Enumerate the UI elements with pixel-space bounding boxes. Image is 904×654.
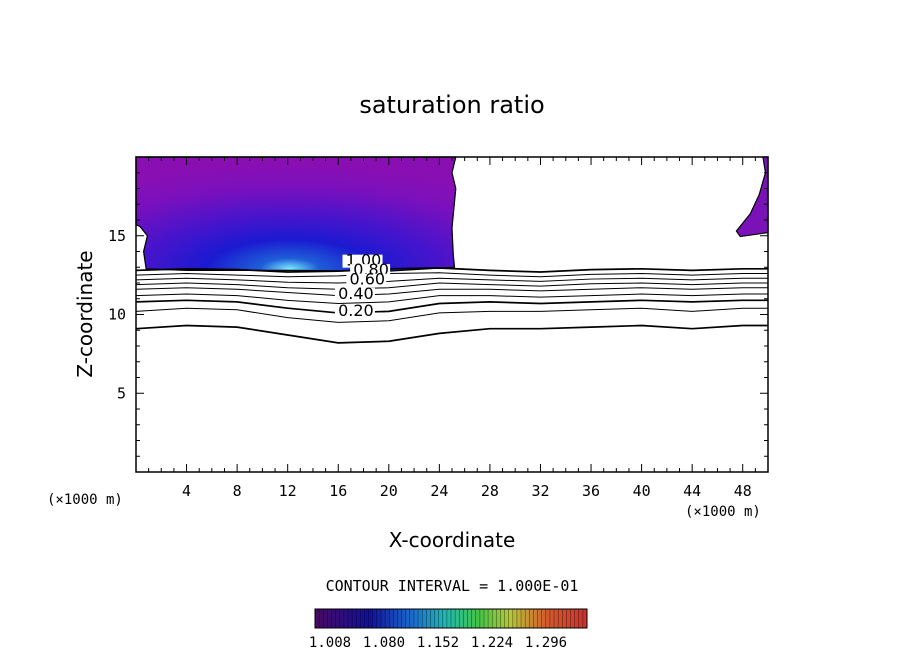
colorbar-tick-label: 1.296 — [525, 635, 567, 651]
contour-line-0.50 — [135, 293, 768, 304]
y-tick-label: 10 — [108, 306, 126, 324]
y-axis-label: Z-coordinate — [73, 250, 97, 377]
x-tick-label: 12 — [279, 482, 297, 500]
contour-line-1.00 — [135, 267, 768, 273]
contour-line-group — [135, 267, 768, 344]
contour-line-0.20 — [135, 324, 768, 344]
y-tick-label: 5 — [117, 384, 126, 402]
contour-line-0.70 — [135, 282, 768, 290]
contour-line-0.30 — [135, 307, 768, 323]
contour-label: 0.60 — [349, 270, 385, 289]
x-tick-label: 4 — [182, 482, 191, 500]
contour-label: 0.20 — [338, 301, 374, 320]
contour-line-0.80 — [135, 277, 768, 284]
contour-label-background — [334, 287, 375, 301]
x-tick-label: 8 — [233, 482, 242, 500]
contour-label-group: 1.000.800.600.400.20 — [334, 251, 391, 320]
x-tick-label: 20 — [380, 482, 398, 500]
x-tick-label: 24 — [430, 482, 448, 500]
contour-interval-text: CONTOUR INTERVAL = 1.000E-01 — [326, 577, 579, 595]
y-axis-ticks: 5 10 15 — [108, 172, 768, 457]
supersaturation-fill-group — [135, 156, 769, 272]
colorbar-tick-label: 1.080 — [363, 635, 405, 651]
colorbar-tick-label: 1.008 — [309, 635, 351, 651]
contour-line-0.90 — [135, 272, 768, 278]
x-tick-label: 44 — [683, 482, 701, 500]
x-tick-label: 36 — [582, 482, 600, 500]
colorbar-tick-label: 1.224 — [471, 635, 513, 651]
x-tick-label: 32 — [531, 482, 549, 500]
y-tick-label: 15 — [108, 227, 126, 245]
x-tick-label: 40 — [633, 482, 651, 500]
x-axis-ticks: 4 8 12 16 20 24 28 32 36 40 44 48 — [148, 157, 756, 500]
x-tick-label: 48 — [734, 482, 752, 500]
chart-title: saturation ratio — [359, 91, 544, 119]
colorbar-segment-lines — [318, 609, 584, 628]
x-tick-label: 28 — [481, 482, 499, 500]
colorbar-tick-labels: 1.008 1.080 1.152 1.224 1.296 — [309, 635, 567, 651]
supersaturated-region-left — [135, 156, 457, 272]
x-tick-label: 16 — [329, 482, 347, 500]
contour-label-background — [346, 273, 387, 287]
contour-line-0.60 — [135, 287, 768, 297]
supersaturated-region-right — [735, 156, 769, 238]
contour-label: 0.40 — [338, 284, 374, 303]
colorbar-tick-label: 1.152 — [417, 635, 459, 651]
x-axis-label: X-coordinate — [389, 528, 516, 552]
contour-label-background — [334, 305, 375, 319]
contour-line-0.40 — [135, 299, 768, 314]
x-axis-unit-left: (×1000 m) — [47, 492, 123, 508]
x-axis-unit-right: (×1000 m) — [685, 504, 761, 520]
